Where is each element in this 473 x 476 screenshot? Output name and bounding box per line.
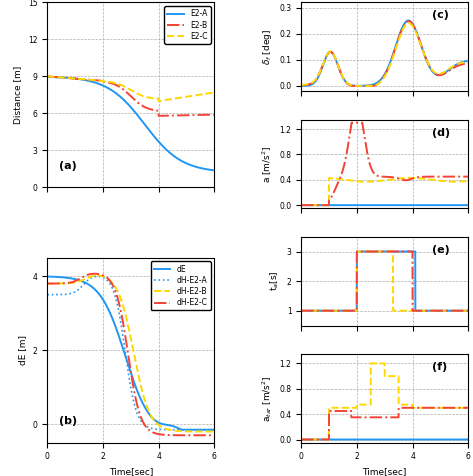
Text: (a): (a) xyxy=(59,161,77,171)
X-axis label: Time[sec]: Time[sec] xyxy=(109,467,153,476)
Y-axis label: Distance [m]: Distance [m] xyxy=(13,66,22,124)
Legend: dE, dH-E2-A, dH-E2-B, dH-E2-C: dE, dH-E2-A, dH-E2-B, dH-E2-C xyxy=(150,261,210,310)
Y-axis label: $\delta_f$ [deg]: $\delta_f$ [deg] xyxy=(261,29,274,65)
Legend: E2-A, E2-B, E2-C: E2-A, E2-B, E2-C xyxy=(164,6,210,44)
Text: (b): (b) xyxy=(59,416,77,426)
Y-axis label: t$_a$[s]: t$_a$[s] xyxy=(269,271,281,291)
Text: (e): (e) xyxy=(431,245,449,255)
X-axis label: Time[sec]: Time[sec] xyxy=(363,467,407,476)
Text: (f): (f) xyxy=(431,362,447,372)
Y-axis label: a$_{tar}$ [m/s$^2$]: a$_{tar}$ [m/s$^2$] xyxy=(260,375,274,422)
Y-axis label: a [m/s$^2$]: a [m/s$^2$] xyxy=(261,145,274,183)
Text: (c): (c) xyxy=(431,10,448,20)
Text: (d): (d) xyxy=(431,128,450,138)
Y-axis label: dE [m]: dE [m] xyxy=(18,335,27,365)
